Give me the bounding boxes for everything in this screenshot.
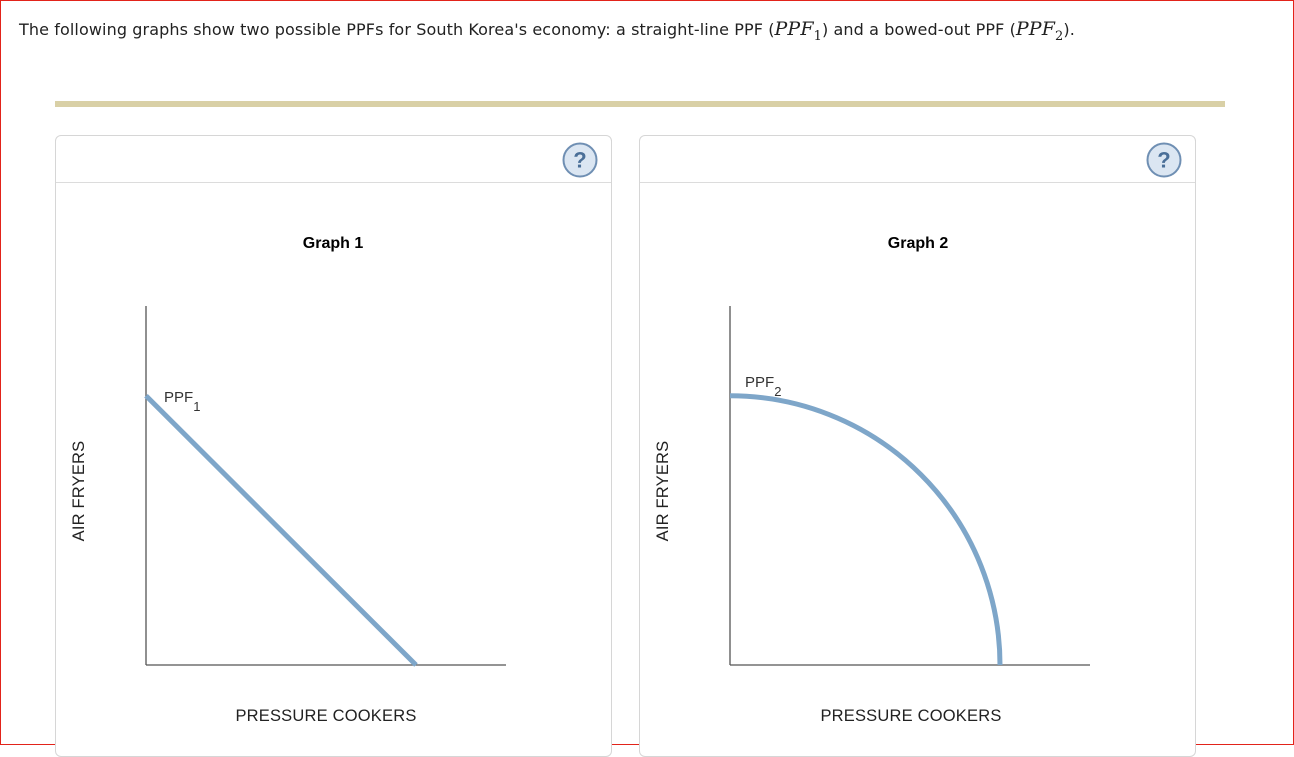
ppf2-math-base: PPF [1015,18,1055,40]
graph-2-ppf2-label-sub: 2 [774,384,781,399]
graph-2-y-axis-label: AIR FRYERS [654,441,672,542]
graph-2-chart: Graph 2 PPF2 PRESSURE COOKERS AIR FRYERS [654,235,1090,725]
graph-1-y-axis-label: AIR FRYERS [70,441,88,542]
graph-1-x-axis-label: PRESSURE COOKERS [235,707,416,725]
intro-text: The following graphs show two possible P… [19,18,1075,44]
intro-text-a: The following graphs show two possible P… [19,20,775,39]
intro-text-c: ). [1063,20,1075,39]
ppf2-math: PPF2 [1015,18,1063,44]
ppf1-math: PPF1 [774,18,822,44]
graph-2-title: Graph 2 [888,235,949,252]
graph-1-chart: Graph 1 PPF1 PRESSURE COOKERS AIR FRYERS [70,235,506,725]
graph-1-title: Graph 1 [303,235,364,252]
svg-text:?: ? [1157,148,1170,173]
question-mark-circle-icon[interactable]: ? [562,142,598,178]
graph-2-ppf2-label: PPF2 [745,374,781,399]
svg-text:?: ? [573,148,586,173]
graph-1-ppf1-label: PPF1 [164,389,200,414]
graph-2-ppf2-curve[interactable] [729,393,1003,666]
question-mark-circle-icon[interactable]: ? [1146,142,1182,178]
ppf1-math-sub: 1 [813,28,822,44]
graph-panel-2-header: ? [640,136,1195,183]
graph-panel-1-header: ? [56,136,611,183]
section-divider [55,101,1225,107]
intro-text-b: ) and a bowed-out PPF ( [821,20,1016,39]
ppf2-math-sub: 2 [1054,28,1064,44]
graph-panel-1: ? Graph 1 PPF1 PRESSURE COOKERS AIR FRYE… [55,135,612,757]
graph-1-ppf1-label-sub: 1 [193,399,200,414]
ppf1-math-base: PPF [774,18,814,40]
graph-2-x-axis-label: PRESSURE COOKERS [820,707,1001,725]
graph-1-ppf1-label-base: PPF [164,389,193,406]
graph-2-ppf2-label-base: PPF [745,374,774,391]
graph-1-ppf1-curve[interactable] [144,393,418,667]
graph-panel-2: ? Graph 2 PPF2 PRESSURE COOKERS AIR FRYE… [639,135,1196,757]
